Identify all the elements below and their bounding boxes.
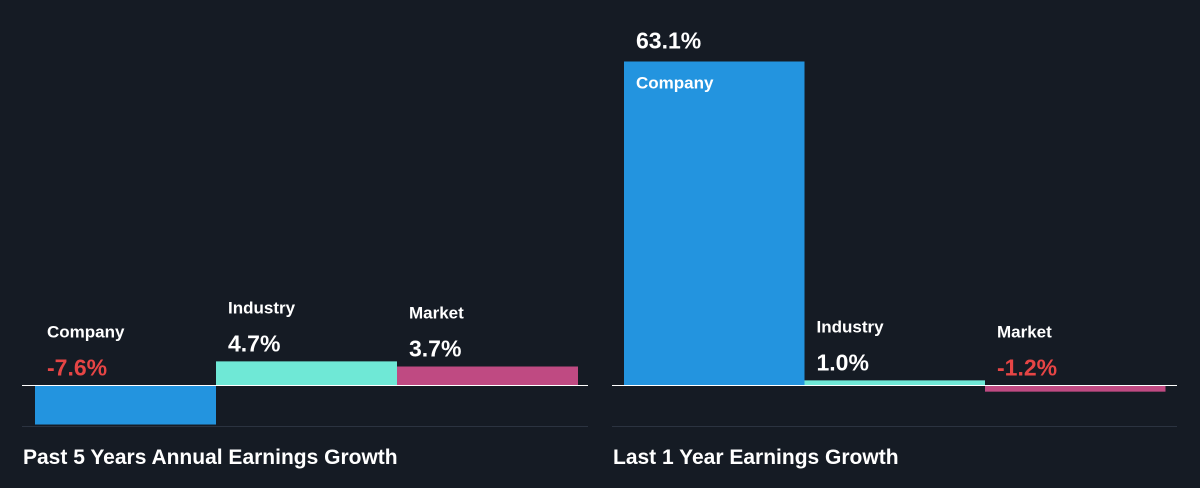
past-5y-market-category-label: Market [409, 304, 464, 323]
last-1y-market-value-label: -1.2% [997, 355, 1057, 381]
past-5y-chart-title: Past 5 Years Annual Earnings Growth [23, 446, 398, 469]
past-5y-company-bar [35, 385, 216, 425]
last-1y-industry-value-label: 1.0% [817, 349, 869, 375]
last-1y-industry-category-label: Industry [817, 317, 885, 336]
past-5y-industry-bar [216, 361, 397, 386]
last-1y-company-value-label: 63.1% [636, 28, 701, 54]
past-5y-company-category-label: Company [47, 323, 125, 342]
last-1y-market-bar [985, 385, 1166, 392]
last-1y-market-category-label: Market [997, 323, 1052, 342]
past-5y-industry-category-label: Industry [228, 298, 296, 317]
past-5y-market-value-label: 3.7% [409, 336, 461, 362]
past-5y-industry-value-label: 4.7% [228, 330, 280, 356]
past-5y-company-value-label: -7.6% [47, 355, 107, 381]
last-1y-company-bar [624, 61, 805, 386]
past-5y-market-bar [397, 366, 578, 386]
last-1y-company-category-label: Company [636, 74, 714, 93]
last-1y-chart-title: Last 1 Year Earnings Growth [613, 446, 899, 469]
last-1y-industry-bar [804, 380, 985, 386]
